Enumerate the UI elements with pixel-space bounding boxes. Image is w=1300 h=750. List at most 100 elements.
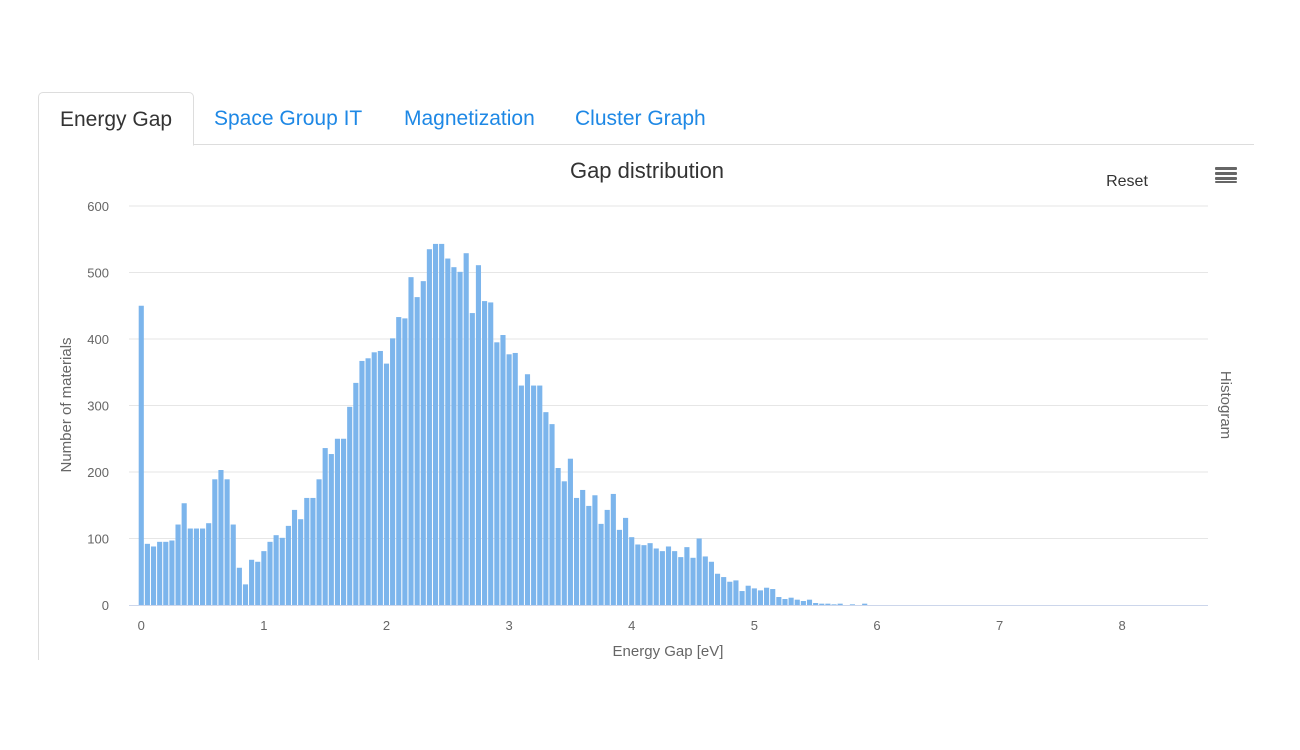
- histogram-bar[interactable]: [488, 302, 494, 605]
- histogram-bar[interactable]: [678, 557, 684, 605]
- histogram-bar[interactable]: [224, 479, 230, 605]
- histogram-bar[interactable]: [543, 412, 549, 605]
- histogram-bar[interactable]: [236, 567, 242, 605]
- histogram-bar[interactable]: [494, 342, 500, 605]
- histogram-bar[interactable]: [586, 505, 592, 605]
- histogram-bar[interactable]: [279, 537, 285, 605]
- histogram-bar[interactable]: [267, 541, 273, 605]
- histogram-bar[interactable]: [580, 489, 586, 605]
- histogram-bar[interactable]: [788, 597, 794, 605]
- histogram-bar[interactable]: [463, 253, 469, 605]
- histogram-bar[interactable]: [242, 584, 249, 605]
- histogram-bar[interactable]: [531, 385, 537, 605]
- tab-cluster-graph[interactable]: Cluster Graph: [575, 107, 706, 130]
- histogram-bar[interactable]: [727, 581, 733, 605]
- histogram-bar[interactable]: [163, 541, 169, 605]
- histogram-bar[interactable]: [249, 559, 255, 605]
- histogram-bar[interactable]: [764, 587, 770, 605]
- histogram-bar[interactable]: [672, 551, 678, 605]
- histogram-bar[interactable]: [690, 557, 696, 605]
- histogram-bar[interactable]: [200, 528, 206, 605]
- histogram-bar[interactable]: [157, 541, 163, 605]
- histogram-bar[interactable]: [347, 406, 353, 605]
- histogram-bar[interactable]: [862, 603, 868, 605]
- histogram-bar[interactable]: [733, 580, 739, 605]
- tab-magnetization[interactable]: Magnetization: [404, 107, 535, 130]
- histogram-bar[interactable]: [414, 297, 420, 605]
- histogram-bar[interactable]: [813, 603, 819, 605]
- histogram-bar[interactable]: [537, 385, 543, 605]
- histogram-bar[interactable]: [408, 277, 414, 605]
- histogram-bar[interactable]: [831, 604, 837, 605]
- histogram-bar[interactable]: [708, 561, 714, 605]
- histogram-bar[interactable]: [169, 540, 175, 606]
- histogram-bar[interactable]: [555, 468, 561, 605]
- histogram-bar[interactable]: [353, 382, 359, 605]
- histogram-bar[interactable]: [849, 604, 855, 605]
- histogram-bar[interactable]: [230, 524, 236, 605]
- histogram-bar[interactable]: [604, 509, 610, 605]
- histogram-bar[interactable]: [144, 543, 150, 605]
- histogram-bar[interactable]: [298, 519, 304, 605]
- histogram-bar[interactable]: [702, 556, 708, 605]
- histogram-bar[interactable]: [629, 537, 635, 605]
- histogram-bar[interactable]: [439, 243, 445, 605]
- histogram-bar[interactable]: [181, 503, 187, 605]
- histogram-bar[interactable]: [825, 603, 831, 605]
- histogram-bar[interactable]: [396, 317, 402, 605]
- histogram-bar[interactable]: [610, 493, 616, 605]
- histogram-bar[interactable]: [304, 497, 310, 605]
- histogram-bar[interactable]: [316, 479, 322, 605]
- histogram-bar[interactable]: [776, 597, 782, 605]
- histogram-bar[interactable]: [524, 374, 531, 605]
- histogram-bar[interactable]: [218, 470, 224, 605]
- histogram-bar[interactable]: [800, 601, 806, 605]
- histogram-bar[interactable]: [482, 301, 488, 605]
- histogram-bar[interactable]: [420, 281, 426, 605]
- histogram-bar[interactable]: [714, 573, 721, 605]
- histogram-bar[interactable]: [150, 546, 157, 605]
- histogram-bar[interactable]: [696, 538, 702, 606]
- histogram-bar[interactable]: [794, 599, 800, 605]
- histogram-bar[interactable]: [819, 603, 825, 605]
- histogram-bar[interactable]: [616, 529, 623, 605]
- histogram-bar[interactable]: [653, 548, 659, 605]
- histogram-bar[interactable]: [757, 590, 764, 605]
- histogram-bar[interactable]: [659, 551, 665, 605]
- histogram-bar[interactable]: [665, 546, 672, 605]
- histogram-bar[interactable]: [328, 454, 334, 605]
- histogram-bar[interactable]: [500, 335, 506, 605]
- histogram-bar[interactable]: [432, 243, 439, 605]
- histogram-bar[interactable]: [359, 360, 365, 605]
- histogram-bar[interactable]: [322, 448, 328, 605]
- histogram-bar[interactable]: [512, 352, 518, 605]
- histogram-bar[interactable]: [255, 561, 261, 605]
- histogram-bar[interactable]: [291, 509, 298, 605]
- histogram-bar[interactable]: [641, 545, 647, 605]
- histogram-bar[interactable]: [365, 358, 371, 605]
- histogram-bar[interactable]: [206, 523, 212, 605]
- histogram-bar[interactable]: [506, 354, 512, 605]
- histogram-bar[interactable]: [721, 577, 727, 605]
- histogram-bar[interactable]: [475, 265, 482, 605]
- histogram-bar[interactable]: [273, 535, 279, 605]
- histogram-bar[interactable]: [684, 547, 690, 605]
- tab-energy-gap[interactable]: Energy Gap: [38, 92, 195, 146]
- histogram-bar[interactable]: [623, 517, 629, 605]
- histogram-bar[interactable]: [806, 599, 813, 605]
- hamburger-menu-icon[interactable]: [1212, 163, 1240, 185]
- tab-space-group-it[interactable]: Space Group IT: [214, 107, 363, 130]
- histogram-bar[interactable]: [561, 481, 567, 605]
- histogram-bar[interactable]: [341, 438, 347, 605]
- histogram-bar[interactable]: [175, 524, 181, 605]
- histogram-bar[interactable]: [518, 385, 524, 605]
- histogram-bar[interactable]: [261, 551, 267, 605]
- histogram-bar[interactable]: [573, 497, 580, 605]
- histogram-bar[interactable]: [310, 497, 316, 605]
- histogram-bar[interactable]: [549, 424, 555, 605]
- histogram-bar[interactable]: [469, 313, 475, 605]
- histogram-bar[interactable]: [457, 271, 463, 605]
- histogram-bar[interactable]: [770, 589, 776, 605]
- histogram-bar[interactable]: [739, 591, 745, 605]
- histogram-bar[interactable]: [567, 458, 573, 605]
